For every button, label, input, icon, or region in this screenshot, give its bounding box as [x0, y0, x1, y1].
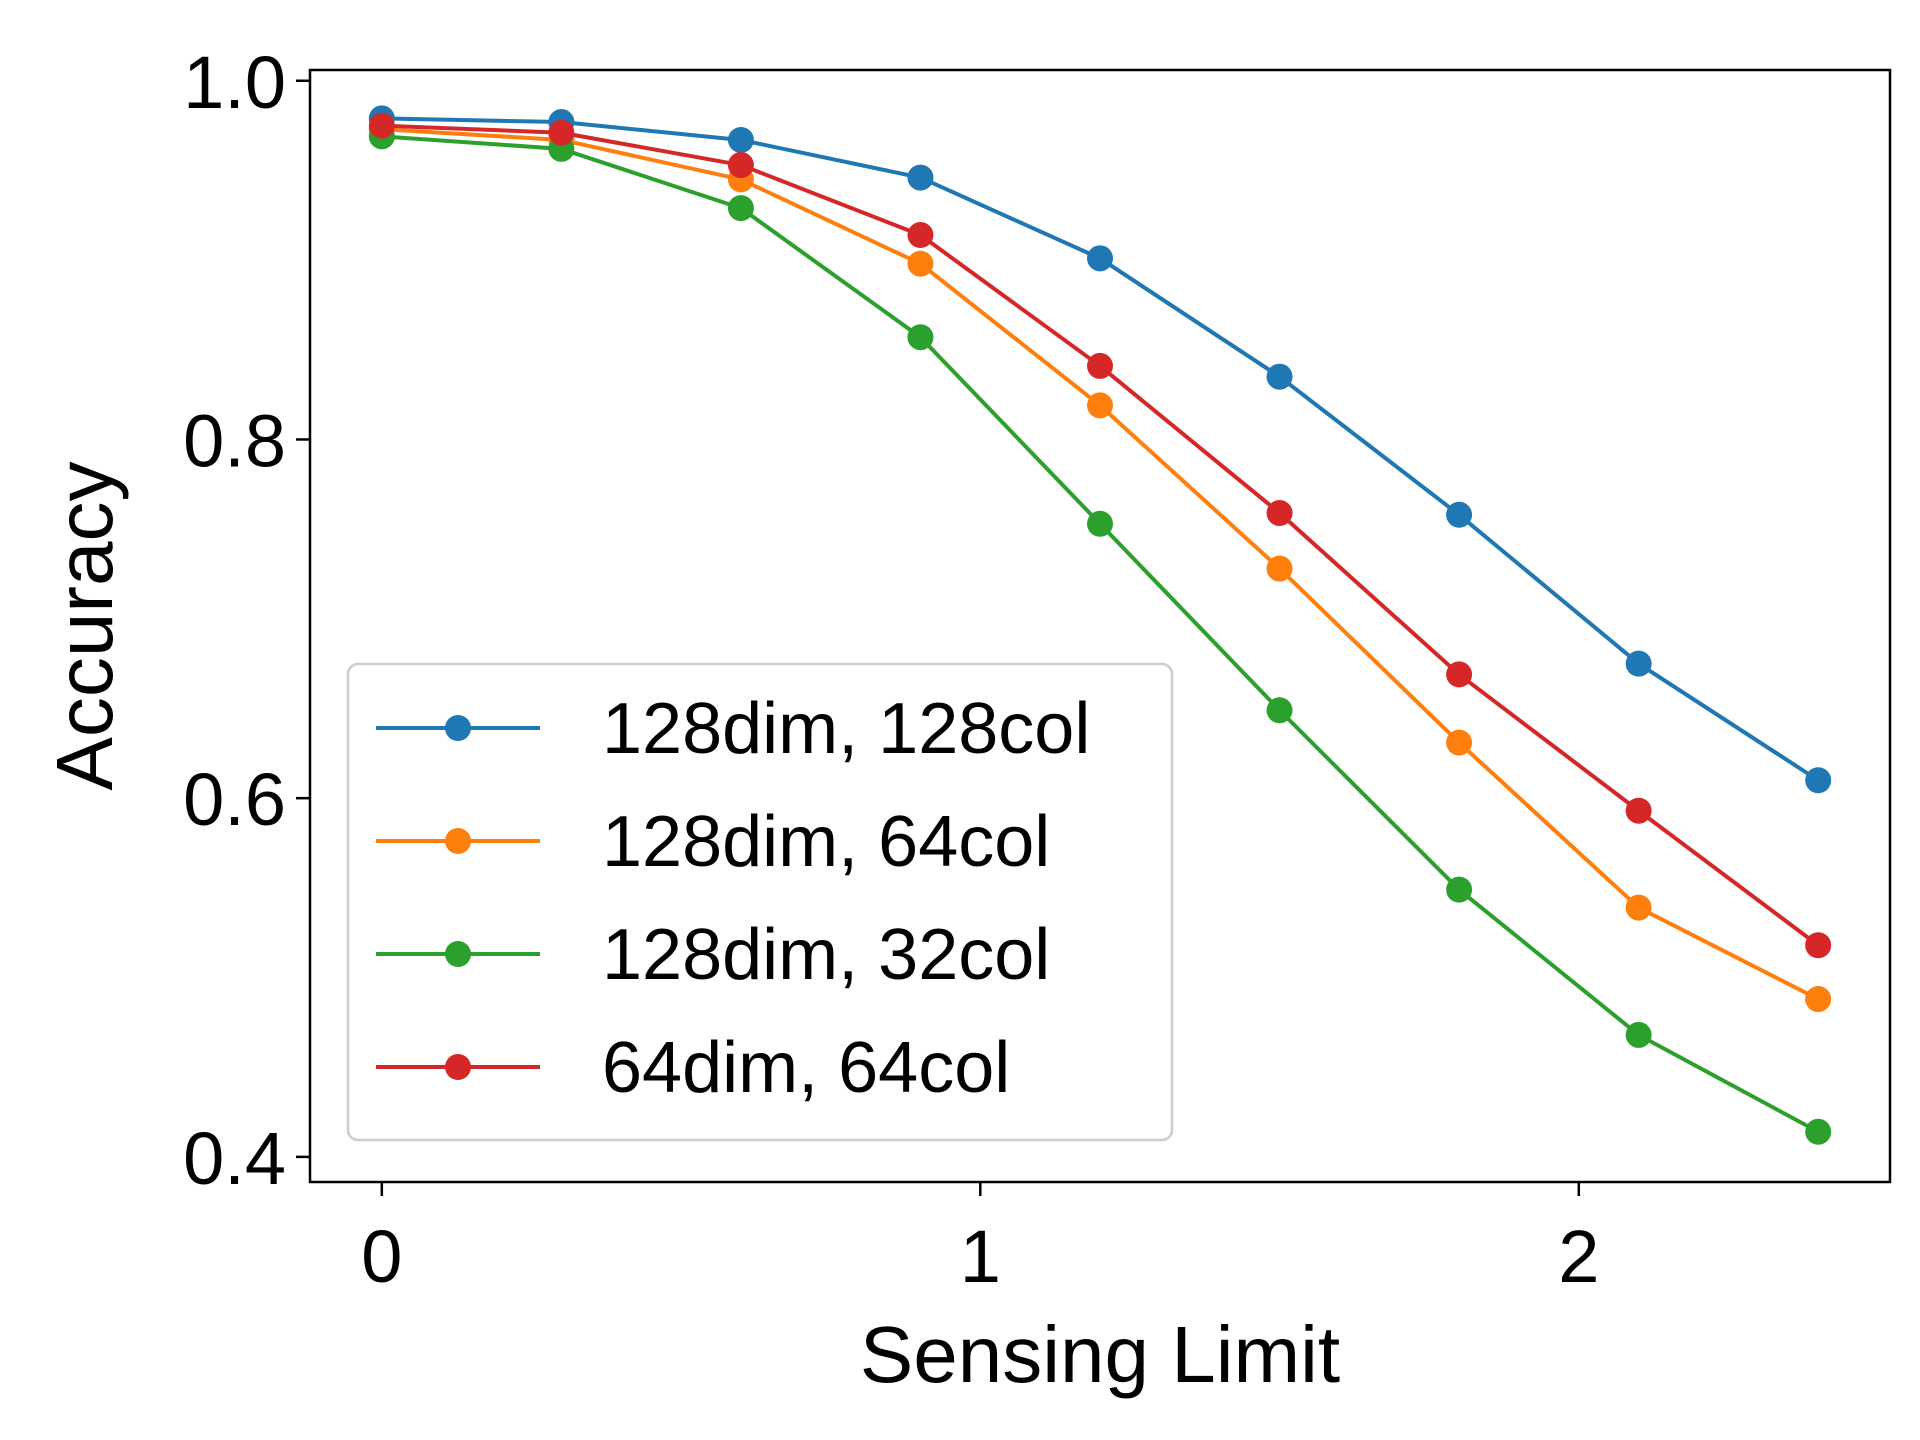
- legend-entry-128dim-128col: 128dim, 128col: [376, 689, 1090, 769]
- data-point: [1087, 392, 1113, 419]
- legend-label: 128dim, 32col: [602, 915, 1050, 995]
- data-point: [727, 195, 754, 222]
- data-point: [1266, 500, 1293, 527]
- legend-label: 64dim, 64col: [602, 1028, 1010, 1108]
- data-point: [1446, 729, 1473, 756]
- plot-frame: [308, 68, 1892, 1184]
- y-axis-label: Accuracy: [40, 462, 129, 791]
- data-point: [1266, 697, 1293, 724]
- data-point: [1087, 510, 1113, 537]
- data-point: [1266, 555, 1293, 582]
- legend-marker: [445, 715, 471, 741]
- series-64dim-64col: [368, 112, 1832, 959]
- legend-marker: [445, 828, 471, 854]
- data-point: [1625, 1021, 1652, 1048]
- data-point: [1446, 876, 1473, 903]
- y-tick-label: 0.4: [183, 1117, 286, 1200]
- data-point: [907, 250, 934, 277]
- legend-label: 128dim, 64col: [602, 802, 1050, 882]
- legend-entry-128dim-32col: 128dim, 32col: [376, 915, 1050, 995]
- data-point: [1805, 932, 1832, 959]
- data-point: [548, 119, 575, 146]
- series-layer: [368, 105, 1832, 1145]
- legend-frame: [346, 662, 1174, 1142]
- data-point: [907, 164, 934, 191]
- data-point: [1625, 797, 1652, 824]
- y-tick-label: 0.8: [183, 399, 286, 482]
- x-tick-label: 1: [960, 1215, 1001, 1298]
- data-point: [1446, 501, 1473, 528]
- data-point: [727, 126, 754, 153]
- legend-marker: [445, 1054, 471, 1080]
- data-point: [727, 152, 754, 179]
- x-tick-label: 0: [361, 1215, 402, 1298]
- data-point: [368, 112, 395, 139]
- y-tick-label: 0.6: [183, 758, 286, 841]
- data-point: [1625, 894, 1652, 921]
- data-point: [1266, 363, 1293, 390]
- data-point: [1805, 986, 1832, 1013]
- data-point: [907, 222, 934, 249]
- x-axis-label: Sensing Limit: [860, 1310, 1340, 1399]
- legend-marker: [445, 941, 471, 967]
- legend-entry-64dim-64col: 64dim, 64col: [376, 1028, 1010, 1108]
- x-tick-label: 2: [1558, 1215, 1599, 1298]
- data-point: [907, 324, 934, 351]
- legend: 128dim, 128col 128dim, 64col 128dim, 32col…: [346, 662, 1174, 1142]
- data-point: [1446, 661, 1473, 688]
- series-128dim-32col: [368, 123, 1832, 1145]
- data-point: [1805, 1118, 1832, 1145]
- data-point: [1087, 245, 1113, 272]
- axes-layer: 0 1 2 0.4 0.6 0.8 1.0: [183, 41, 1599, 1298]
- data-point: [1087, 352, 1113, 379]
- data-point: [1625, 650, 1652, 677]
- legend-entry-128dim-64col: 128dim, 64col: [376, 802, 1050, 882]
- legend-label: 128dim, 128col: [602, 689, 1090, 769]
- y-tick-label: 1.0: [183, 41, 286, 124]
- data-point: [1805, 767, 1832, 794]
